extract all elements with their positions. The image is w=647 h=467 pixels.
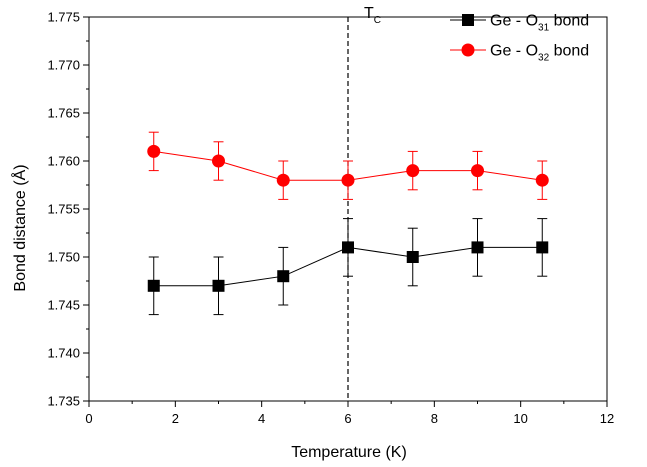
- data-point: [277, 270, 290, 283]
- y-tick-label: 1.735: [47, 394, 80, 409]
- data-point: [342, 241, 354, 254]
- series-group: [147, 131, 549, 316]
- data-point: [406, 251, 419, 263]
- data-point: [471, 164, 484, 178]
- tc-label: TC: [364, 5, 381, 26]
- y-tick-label: 1.760: [47, 154, 80, 169]
- y-axis-title: Bond distance (Å): [10, 164, 29, 291]
- data-point: [471, 241, 484, 254]
- legend-label: Ge - O31 bond: [490, 13, 589, 34]
- y-tick-label: 1.740: [47, 346, 80, 361]
- y-tick-label: 1.775: [47, 10, 80, 25]
- legend-label: Ge - O32 bond: [490, 43, 589, 64]
- data-point: [212, 154, 225, 168]
- data-point: [406, 164, 420, 178]
- x-tick-label: 10: [513, 411, 527, 426]
- x-tick-label: 8: [431, 411, 438, 426]
- x-tick-label: 6: [344, 411, 351, 426]
- data-point: [276, 173, 290, 187]
- legend: Ge - O31 bond Ge - O32 bond: [450, 13, 589, 64]
- x-tick-label: 0: [85, 411, 92, 426]
- legend-marker: [461, 43, 475, 57]
- legend-marker: [462, 14, 474, 26]
- tc-line-group: TC: [347, 5, 381, 401]
- x-tick-label: 4: [258, 411, 265, 426]
- y-tick-label: 1.745: [47, 298, 80, 313]
- data-point: [536, 241, 549, 254]
- x-tick-label: 12: [600, 411, 614, 426]
- data-point: [535, 173, 549, 187]
- series-1: [147, 218, 549, 316]
- data-point: [147, 144, 161, 158]
- y-tick-label: 1.765: [47, 106, 80, 121]
- y-tick-label: 1.755: [47, 202, 80, 217]
- x-tick-label: 2: [172, 411, 179, 426]
- legend-item: Ge - O31 bond: [450, 13, 589, 34]
- y-tick-label: 1.750: [47, 250, 80, 265]
- legend-item: Ge - O32 bond: [450, 43, 589, 64]
- y-tick-label: 1.770: [47, 58, 80, 73]
- axes: 0 2 4 6 8 10 12 1.735 1.740 1.745 1.750 1.755 1.760 1…: [47, 10, 614, 427]
- x-axis-title: Temperature (K): [291, 444, 407, 461]
- data-point: [212, 279, 225, 292]
- data-point: [147, 279, 160, 292]
- series-2: [147, 131, 549, 200]
- data-point: [341, 173, 355, 187]
